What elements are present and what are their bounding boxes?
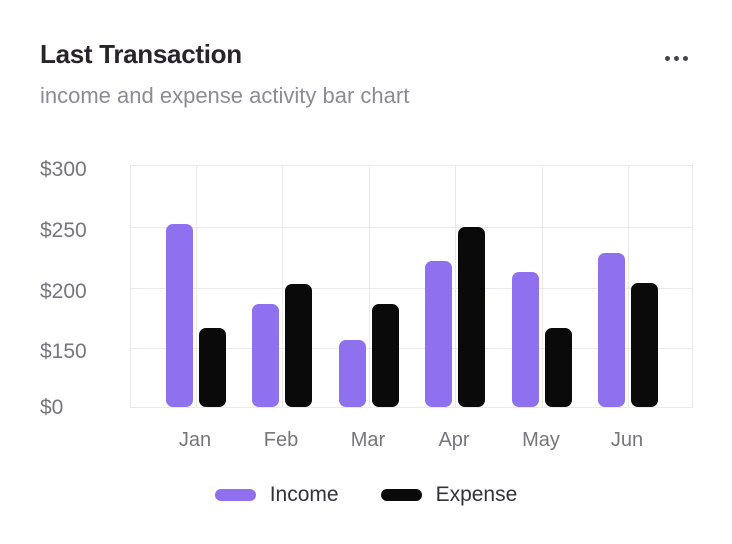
page-subtitle: income and expense activity bar chart (40, 82, 410, 108)
vertical-gridline-mar (369, 166, 370, 407)
bar-income-apr[interactable] (425, 261, 452, 407)
card-header: Last Transaction income and expense acti… (40, 39, 692, 109)
y-tick-label-250: $250 (40, 219, 87, 242)
legend-item-expense[interactable]: Expense (380, 483, 518, 507)
bar-expense-may[interactable] (545, 328, 572, 407)
x-tick-label-feb: Feb (263, 429, 299, 451)
x-tick-label-may: May (522, 429, 560, 451)
income-swatch-icon (214, 489, 256, 501)
vertical-gridline-may (542, 166, 543, 407)
header-text: Last Transaction income and expense acti… (40, 39, 410, 109)
x-tick-label-jan: Jan (178, 429, 212, 451)
chart-legend: Income Expense (0, 483, 732, 507)
bar-income-jun[interactable] (598, 253, 625, 407)
more-options-button[interactable] (661, 48, 692, 69)
x-tick-label-apr: Apr (438, 429, 470, 451)
legend-item-income[interactable]: Income (214, 483, 339, 507)
bar-expense-jun[interactable] (631, 283, 658, 407)
vertical-gridline-apr (455, 166, 456, 407)
y-tick-label-300: $300 (40, 158, 87, 181)
legend-label: Income (269, 483, 339, 506)
bar-income-jan[interactable] (166, 224, 193, 407)
plot-area (130, 165, 693, 408)
vertical-gridline-feb (282, 166, 283, 407)
bar-income-may[interactable] (512, 272, 539, 407)
ellipsis-icon (665, 56, 688, 61)
vertical-gridline-jan (196, 166, 197, 407)
bar-income-feb[interactable] (252, 304, 279, 407)
y-tick-label-200: $200 (40, 280, 87, 303)
expense-swatch-icon (380, 489, 422, 501)
horizontal-gridline (131, 348, 692, 349)
vertical-gridline-jun (628, 166, 629, 407)
page-title: Last Transaction (40, 39, 242, 69)
legend-label: Expense (435, 483, 518, 506)
bar-expense-jan[interactable] (199, 328, 226, 407)
x-tick-label-jun: Jun (610, 429, 644, 451)
horizontal-gridline (131, 227, 692, 228)
y-tick-label-150: $150 (40, 340, 87, 363)
bar-income-mar[interactable] (339, 340, 366, 407)
bar-expense-feb[interactable] (285, 284, 312, 407)
x-tick-label-mar: Mar (350, 429, 386, 451)
bar-expense-mar[interactable] (372, 304, 399, 407)
bar-expense-apr[interactable] (458, 227, 485, 407)
horizontal-gridline (131, 288, 692, 289)
y-tick-label-0: $0 (40, 396, 64, 419)
